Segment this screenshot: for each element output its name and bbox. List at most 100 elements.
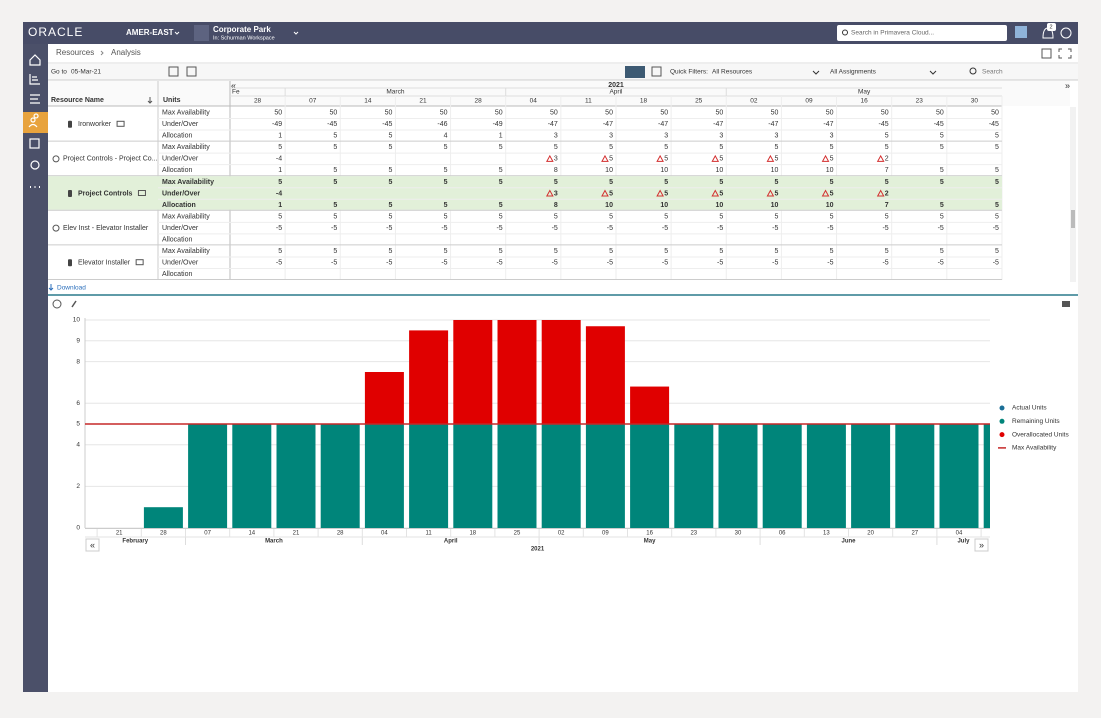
collapse-toggle[interactable] xyxy=(52,155,60,163)
chart-nav-arrow[interactable]: » xyxy=(979,540,984,550)
assignment-filter[interactable]: All Assignments xyxy=(830,69,877,76)
scroll-right[interactable]: » xyxy=(1065,80,1070,90)
view-toggle[interactable] xyxy=(625,66,645,78)
collapse-toggle[interactable] xyxy=(52,224,60,232)
chart-view-icon[interactable] xyxy=(1062,301,1070,307)
cell-value: 5 xyxy=(444,202,448,209)
cell-value: 5 xyxy=(499,202,503,209)
resource-icon xyxy=(68,259,72,267)
scroll-left[interactable]: « xyxy=(231,80,236,90)
download-link[interactable]: Download xyxy=(57,285,86,292)
comment-icon[interactable] xyxy=(137,190,146,196)
scroll-thumb[interactable] xyxy=(1071,210,1075,228)
legend-label[interactable]: Remaining Units xyxy=(1012,418,1060,425)
cell-value: 50 xyxy=(881,110,889,117)
scrollbar[interactable] xyxy=(1070,107,1076,282)
resource-filter[interactable]: All Resources xyxy=(712,69,753,76)
chart-nav-button[interactable] xyxy=(974,538,989,552)
region-menu[interactable]: AMER-EAST xyxy=(126,28,174,37)
fullscreen-icon[interactable] xyxy=(1058,48,1072,59)
filter-icon[interactable] xyxy=(651,66,662,77)
dropdown-carets[interactable] xyxy=(812,70,937,75)
cell-value: 1 xyxy=(278,167,282,174)
comment-icon[interactable] xyxy=(116,120,125,127)
x-tick-label: 28 xyxy=(160,531,167,537)
bar xyxy=(895,424,935,528)
search-icon[interactable] xyxy=(969,67,977,75)
avatar[interactable] xyxy=(1015,26,1027,38)
cell-value: -5 xyxy=(772,225,778,232)
legend-label[interactable]: Overallocated Units xyxy=(1012,431,1069,438)
collapse-icon[interactable] xyxy=(52,299,62,309)
chart-nav-arrow[interactable]: « xyxy=(90,540,95,550)
unit-label: Max Availability xyxy=(162,213,210,220)
cell-value: -45 xyxy=(327,121,337,128)
x-group-label: April xyxy=(444,539,458,545)
resource-name[interactable]: Project Controls - Project Co... xyxy=(63,156,158,163)
cell-value: 5 xyxy=(554,248,558,255)
breadcrumb[interactable]: Resources xyxy=(56,48,94,57)
x-tick-label: 18 xyxy=(469,531,476,537)
cell-value: 3 xyxy=(554,190,558,197)
y-tick-label: 6 xyxy=(76,400,80,407)
list-icon[interactable] xyxy=(30,94,40,104)
project-name[interactable]: Corporate Park xyxy=(213,25,271,34)
cell-value: -49 xyxy=(272,121,282,128)
resource-name[interactable]: Ironworker xyxy=(78,121,112,128)
cell-value: 5 xyxy=(940,248,944,255)
home-icon[interactable] xyxy=(29,54,41,66)
col-header[interactable]: Resource Name xyxy=(51,97,104,104)
selected-row[interactable] xyxy=(48,176,1002,210)
reports-icon[interactable] xyxy=(29,138,40,149)
cell-value: 5 xyxy=(333,179,337,186)
resources-icon[interactable] xyxy=(30,117,36,123)
cell-value: -5 xyxy=(276,225,282,232)
y-tick-label: 0 xyxy=(76,525,80,532)
comment-icon[interactable] xyxy=(135,259,144,266)
cell-value: 5 xyxy=(278,179,282,186)
x-tick-label: 28 xyxy=(337,531,344,537)
x-tick-label: 20 xyxy=(867,531,874,537)
dashboard-icon[interactable] xyxy=(29,74,40,85)
month-label: March xyxy=(386,89,404,96)
resource-name[interactable]: Project Controls xyxy=(78,190,133,197)
cell-value: 5 xyxy=(609,213,613,220)
settings-icon[interactable] xyxy=(71,300,77,308)
side-nav-active[interactable] xyxy=(23,112,48,133)
chart-nav-button[interactable] xyxy=(85,538,100,552)
resource-name[interactable]: Elev Inst - Elevator Installer xyxy=(63,225,149,232)
x-tick-label: 14 xyxy=(248,531,255,537)
x-tick-label: 04 xyxy=(381,531,388,537)
cell-value: 5 xyxy=(444,248,448,255)
resource-name[interactable]: Elevator Installer xyxy=(78,260,131,267)
cell-value: 3 xyxy=(719,133,723,140)
cell-value: 5 xyxy=(774,144,778,151)
bar xyxy=(143,507,183,528)
search[interactable]: Search xyxy=(982,69,1003,76)
cell-value: 50 xyxy=(771,110,779,117)
table-header xyxy=(48,81,1070,106)
legend-label[interactable]: Actual Units xyxy=(1012,405,1047,412)
project-icon[interactable] xyxy=(194,25,209,41)
legend-label[interactable]: Max Availability xyxy=(1012,445,1057,452)
bar xyxy=(453,320,493,424)
print-icon[interactable] xyxy=(186,66,197,77)
unit-label: Allocation xyxy=(162,202,196,209)
help-icon[interactable] xyxy=(1060,27,1072,39)
settings-icon[interactable] xyxy=(30,160,40,170)
y-tick-label: 9 xyxy=(76,338,80,345)
calendar-icon[interactable] xyxy=(168,66,179,77)
window-icon[interactable] xyxy=(1041,48,1052,59)
goto-date[interactable]: 05-Mar-21 xyxy=(71,69,101,76)
cell-value: 5 xyxy=(719,190,723,197)
unit-label: Allocation xyxy=(162,133,192,140)
sort-icon[interactable] xyxy=(147,97,153,104)
cell-value: 50 xyxy=(495,110,503,117)
col-header: Units xyxy=(163,97,181,104)
search-box[interactable] xyxy=(837,25,1007,41)
cell-value: 1 xyxy=(499,133,503,140)
cell-value: 5 xyxy=(389,144,393,151)
cell-value: 3 xyxy=(830,133,834,140)
cell-value: 50 xyxy=(274,110,282,117)
unit-label: Max Availability xyxy=(162,144,210,151)
